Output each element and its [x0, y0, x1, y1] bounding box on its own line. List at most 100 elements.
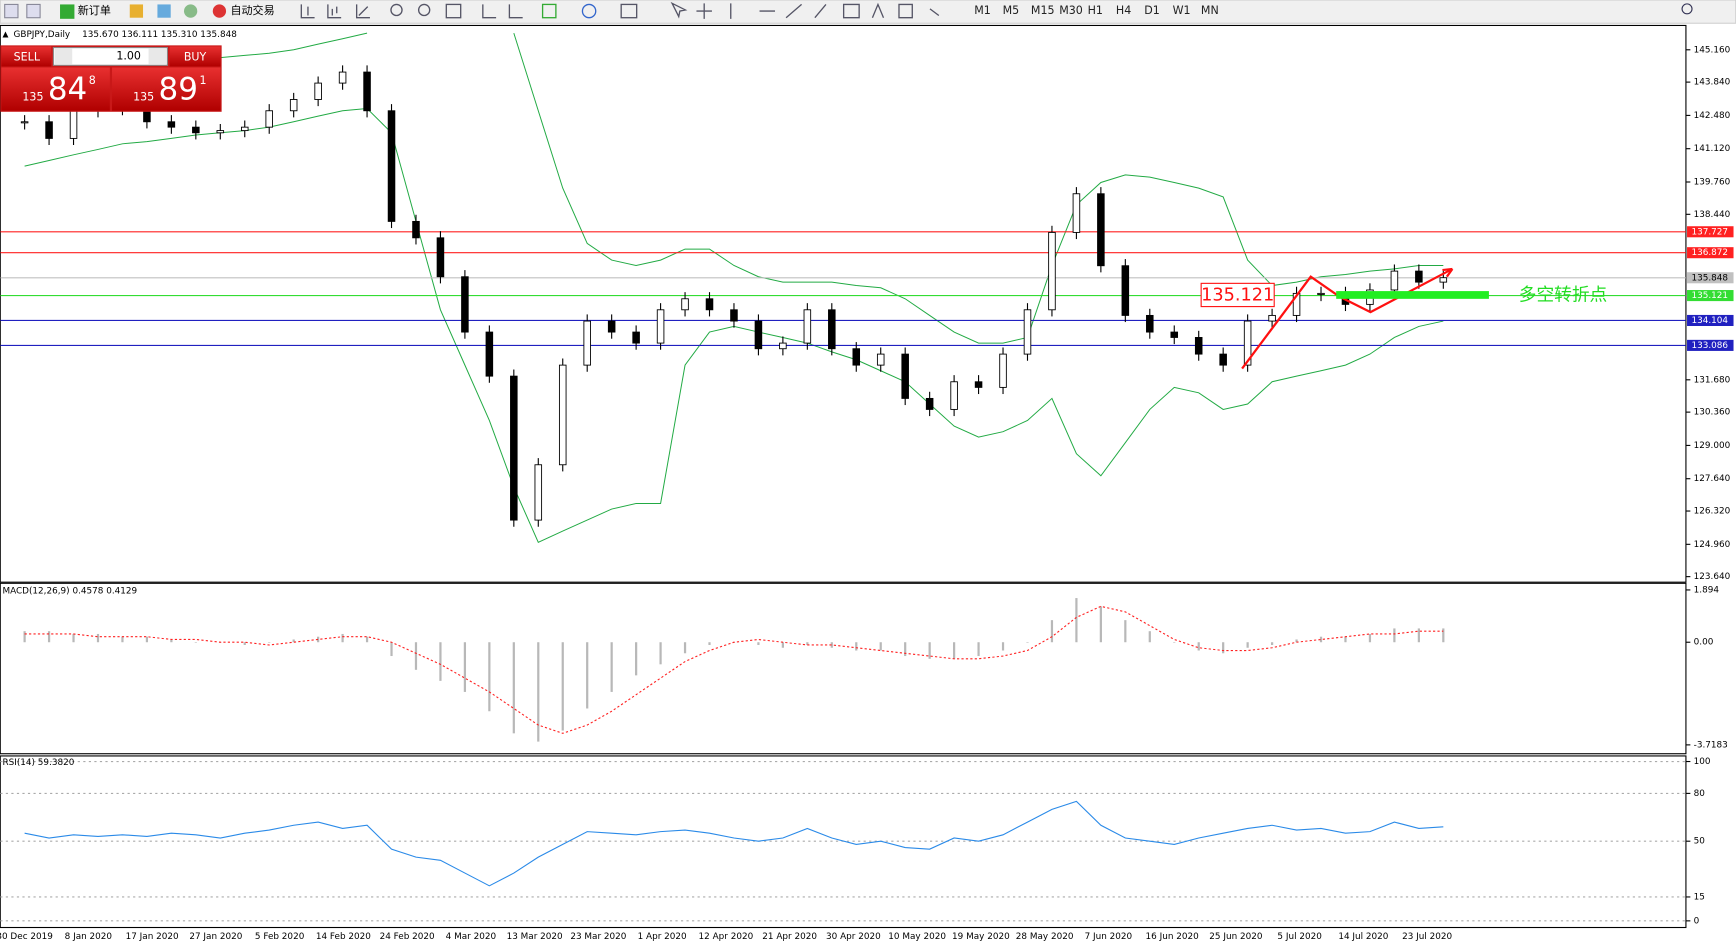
macd-bar — [659, 642, 662, 665]
ask-box[interactable] — [112, 67, 221, 111]
macd-bar — [1270, 642, 1274, 645]
level-tag — [1687, 290, 1734, 302]
candle — [240, 126, 249, 132]
scroll-icons[interactable] — [482, 4, 523, 19]
auto-trading-icon[interactable] — [212, 4, 227, 18]
y-tick-label: 50 — [1694, 837, 1706, 847]
candle — [1194, 337, 1203, 355]
rsi-line — [24, 800, 1444, 887]
macd-bar — [1442, 628, 1445, 643]
candle — [289, 99, 298, 112]
search[interactable] — [1681, 3, 1693, 15]
bid-main: 84 — [48, 71, 87, 107]
candle — [705, 298, 714, 311]
y-tick-label: 126.320 — [1694, 507, 1731, 517]
drawing-tools[interactable] — [670, 1, 940, 19]
bid-box[interactable] — [1, 67, 110, 111]
x-tick-label: 7 Jun 2020 — [1085, 932, 1133, 942]
timeframe[interactable]: W1 — [1173, 4, 1191, 17]
chart-type-icons[interactable] — [300, 4, 370, 19]
auto-trading[interactable]: 自动交易 — [230, 3, 274, 17]
lots-field[interactable] — [52, 47, 168, 66]
icon[interactable] — [183, 4, 198, 18]
timeframe[interactable]: M15 — [1031, 4, 1055, 17]
lots[interactable]: 1.00 — [116, 49, 141, 62]
macd-bar — [757, 642, 760, 645]
timeframe[interactable]: M30 — [1059, 4, 1083, 17]
macd-bar — [47, 631, 51, 643]
lots-down[interactable] — [54, 48, 73, 65]
level-label: 137.727 — [1691, 227, 1728, 237]
macd-bar — [268, 642, 271, 643]
macd-bar — [463, 642, 467, 692]
sell-button[interactable] — [1, 46, 52, 67]
level-label: 135.848 — [1691, 273, 1728, 283]
x-tick-label: 23 Jul 2020 — [1402, 932, 1452, 942]
x-tick-label: 21 Apr 2020 — [762, 932, 817, 942]
level-label: 134.104 — [1691, 316, 1728, 326]
y-tick-label: 1.894 — [1694, 585, 1720, 595]
buy-button[interactable] — [169, 46, 221, 67]
periods[interactable] — [581, 3, 597, 19]
candle — [754, 320, 763, 350]
zoom-in[interactable] — [390, 3, 403, 17]
macd-bar — [1075, 598, 1078, 643]
y-tick-label: 80 — [1694, 789, 1706, 799]
macd-bar — [194, 642, 197, 643]
macd-bar — [1026, 642, 1029, 643]
candle — [485, 331, 494, 377]
candle — [901, 353, 909, 399]
y-tick-label: -3.7183 — [1694, 740, 1728, 750]
macd-bar — [855, 642, 858, 651]
price-callout — [1200, 282, 1275, 308]
icon[interactable] — [4, 3, 19, 19]
x-tick-label: 28 May 2020 — [1016, 932, 1074, 942]
sell-label[interactable]: SELL — [14, 51, 41, 64]
zoom-out[interactable] — [417, 3, 431, 17]
candle — [1170, 331, 1179, 338]
indicators[interactable] — [541, 3, 557, 19]
candle — [1097, 193, 1105, 267]
symbol: GBPJPY,Daily — [14, 30, 71, 40]
timeframe[interactable]: MN — [1201, 4, 1219, 17]
timeframe[interactable]: D1 — [1144, 4, 1160, 17]
y-tick-label: 145.160 — [1694, 45, 1731, 55]
y-tick-label: 141.120 — [1694, 144, 1731, 154]
ask-big: 135 — [133, 90, 154, 103]
tile[interactable] — [445, 3, 462, 19]
new-order[interactable]: 新订单 — [78, 3, 111, 17]
macd-bar — [1417, 628, 1420, 643]
macd-bar — [292, 639, 295, 643]
trade-panel: SELL 1.00 BUY 135 84 8 135 89 1 — [0, 45, 222, 112]
level-tag — [1687, 226, 1734, 238]
candle — [1072, 193, 1081, 233]
macd-bar — [928, 642, 931, 659]
level-tag — [1687, 339, 1734, 351]
icon[interactable] — [129, 4, 144, 18]
templates[interactable] — [620, 3, 638, 19]
icon[interactable] — [157, 4, 171, 18]
candle — [69, 110, 78, 139]
candle — [950, 381, 958, 410]
macd-bar — [1173, 642, 1176, 643]
buy-label[interactable]: BUY — [184, 51, 207, 64]
new-order-icon[interactable] — [60, 4, 75, 19]
timeframe[interactable]: M5 — [1003, 4, 1020, 17]
x-tick-label: 12 Apr 2020 — [699, 932, 754, 942]
macd-bar — [1148, 631, 1151, 643]
timeframe[interactable]: H4 — [1116, 4, 1131, 17]
macd-bar — [610, 642, 613, 692]
candle — [338, 71, 347, 84]
icon[interactable] — [26, 3, 41, 19]
y-tick-label: 143.840 — [1694, 78, 1731, 88]
macd-bar — [537, 642, 540, 742]
macd-bar — [806, 642, 809, 645]
candle — [1317, 292, 1325, 295]
candle — [436, 237, 445, 278]
x-tick-label: 16 Jun 2020 — [1146, 932, 1200, 942]
timeframe[interactable]: M1 — [974, 4, 991, 17]
candle — [167, 121, 176, 128]
level-label: 133.086 — [1691, 341, 1728, 351]
lots-up[interactable] — [148, 48, 167, 65]
timeframe[interactable]: H1 — [1088, 4, 1103, 17]
